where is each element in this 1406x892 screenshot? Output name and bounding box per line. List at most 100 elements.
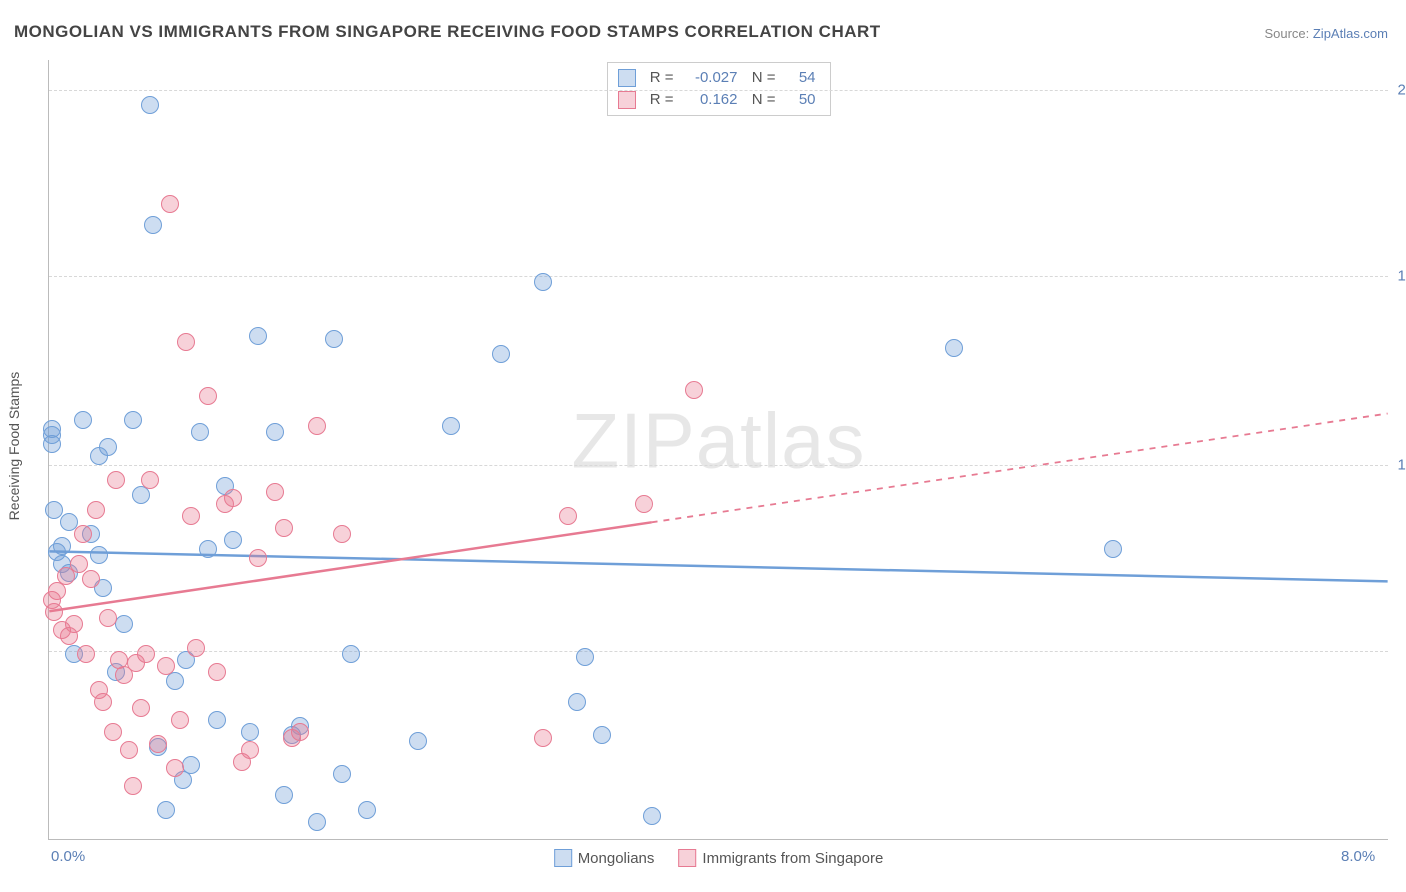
scatter-point [74,411,92,429]
scatter-point [409,732,427,750]
legend-row: R = -0.027 N = 54 [618,67,816,89]
legend-r-value: -0.027 [682,67,738,89]
y-tick-label: 12.5% [1397,457,1406,474]
scatter-point [115,615,133,633]
legend-swatch [678,849,696,867]
scatter-point [182,756,200,774]
scatter-point [593,726,611,744]
scatter-point [65,615,83,633]
scatter-point [82,570,100,588]
scatter-point [77,645,95,663]
scatter-point [534,273,552,291]
scatter-point [141,471,159,489]
scatter-point [249,327,267,345]
scatter-point [342,645,360,663]
series-legend-item: Immigrants from Singapore [678,849,883,867]
scatter-point [161,195,179,213]
scatter-point [157,657,175,675]
scatter-point [308,813,326,831]
x-tick-label: 0.0% [51,848,85,865]
scatter-point [275,786,293,804]
scatter-point [149,735,167,753]
legend-swatch [554,849,572,867]
y-tick-label: 18.8% [1397,268,1406,285]
scatter-point [107,471,125,489]
scatter-point [534,729,552,747]
scatter-point [275,519,293,537]
scatter-point [945,339,963,357]
scatter-point [643,807,661,825]
scatter-point [442,417,460,435]
legend-n-value: 54 [784,67,816,89]
scatter-point [266,423,284,441]
scatter-point [53,537,71,555]
scatter-point [308,417,326,435]
legend-r-value: 0.162 [682,89,738,111]
gridline [49,651,1388,652]
gridline [49,276,1388,277]
scatter-point [137,645,155,663]
scatter-point [568,693,586,711]
scatter-point [104,723,122,741]
scatter-point [358,801,376,819]
scatter-point [291,723,309,741]
y-axis-label: Receiving Food Stamps [6,372,22,521]
legend-r-label: R = [644,67,674,89]
source-link[interactable]: ZipAtlas.com [1313,26,1388,41]
scatter-point [43,426,61,444]
correlation-legend: R = -0.027 N = 54 R = 0.162 N = 50 [607,62,831,116]
source-attribution: Source: ZipAtlas.com [1264,26,1388,41]
series-name: Immigrants from Singapore [702,850,883,867]
scatter-point [325,330,343,348]
gridline [49,465,1388,466]
series-legend: Mongolians Immigrants from Singapore [554,849,884,867]
scatter-point [144,216,162,234]
scatter-point [333,525,351,543]
scatter-point [559,507,577,525]
scatter-point [45,603,63,621]
scatter-point [157,801,175,819]
scatter-point [249,549,267,567]
scatter-point [208,663,226,681]
scatter-point [141,96,159,114]
plot-area: ZIPatlas R =-0.027N =54R =0.162N =50 Mon… [48,60,1388,840]
source-label: Source: [1264,26,1312,41]
scatter-point [90,546,108,564]
scatter-point [492,345,510,363]
scatter-point [182,507,200,525]
scatter-point [132,699,150,717]
legend-n-label: N = [746,67,776,89]
scatter-point [87,501,105,519]
scatter-point [120,741,138,759]
gridline [49,90,1388,91]
scatter-point [241,723,259,741]
x-tick-label: 8.0% [1341,848,1375,865]
chart-title: MONGOLIAN VS IMMIGRANTS FROM SINGAPORE R… [14,22,881,42]
scatter-point [177,333,195,351]
scatter-point [685,381,703,399]
scatter-point [74,525,92,543]
scatter-point [266,483,284,501]
scatter-point [1104,540,1122,558]
scatter-point [241,741,259,759]
scatter-point [171,711,189,729]
scatter-point [45,501,63,519]
watermark: ZIPatlas [571,395,865,486]
scatter-point [99,609,117,627]
scatter-point [224,489,242,507]
series-name: Mongolians [578,850,655,867]
scatter-point [576,648,594,666]
scatter-point [191,423,209,441]
scatter-point [94,693,112,711]
scatter-point [333,765,351,783]
series-legend-item: Mongolians [554,849,655,867]
scatter-point [199,387,217,405]
legend-n-value: 50 [784,89,816,111]
scatter-point [224,531,242,549]
legend-swatch [618,69,636,87]
legend-r-label: R = [644,89,674,111]
scatter-point [90,447,108,465]
scatter-point [208,711,226,729]
scatter-point [166,759,184,777]
legend-n-label: N = [746,89,776,111]
